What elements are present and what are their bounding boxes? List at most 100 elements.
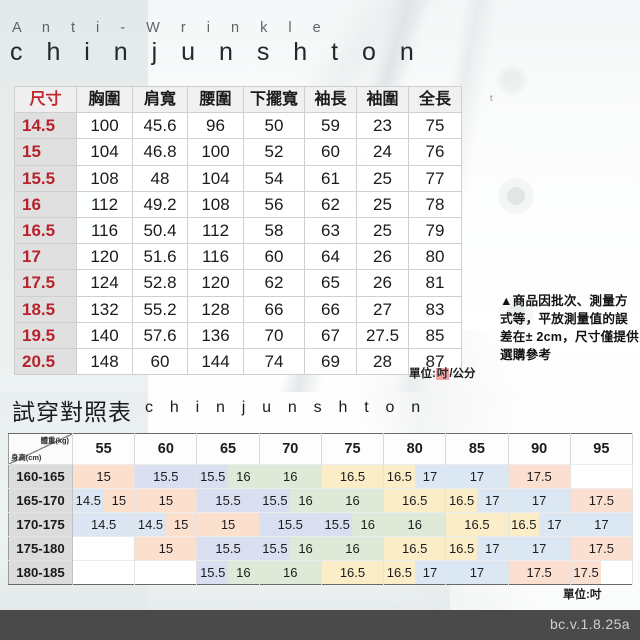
- spec-value-cell: 83: [408, 295, 462, 323]
- fit-cell-split: 15.5: [197, 489, 259, 512]
- fit-weight-header: 65: [196, 433, 260, 465]
- fit-size-cell: 17.5: [570, 488, 633, 513]
- spec-value-cell: 108: [187, 190, 244, 218]
- fit-size-value: 16: [259, 561, 321, 584]
- spec-size-cell: 16: [14, 190, 77, 218]
- spec-value-cell: 26: [356, 269, 409, 297]
- fit-section-brand: c h i n j u n s h t o n: [145, 399, 427, 416]
- fit-size-value: [601, 561, 632, 584]
- fit-weight-header: 75: [321, 433, 385, 465]
- fit-size-value: 17: [508, 537, 570, 560]
- spec-header-size: 尺寸: [14, 85, 77, 114]
- spec-value-cell: 60: [243, 243, 305, 271]
- fit-size-value: [73, 537, 135, 560]
- fit-cell-split: 17.5: [508, 465, 570, 488]
- fit-size-value: 16.5: [508, 513, 540, 536]
- table-row: 18.5 132 55.2 128 66 66 27 83: [14, 295, 462, 323]
- spec-value-cell: 50.4: [132, 216, 188, 245]
- fit-size-value: 17: [476, 489, 508, 512]
- fit-size-value: 16: [352, 513, 384, 536]
- fit-size-value: 15: [165, 513, 197, 536]
- spec-value-cell: 60: [132, 347, 188, 376]
- height-axis-label: 身高(cm): [11, 453, 42, 462]
- spec-value-cell: 52: [243, 138, 305, 166]
- fit-size-cell: 14.5: [72, 512, 136, 537]
- fit-cell-split: 17.5: [570, 489, 632, 512]
- fit-size-cell: 15.5 16: [196, 560, 260, 585]
- fit-weight-header: 95: [570, 433, 633, 465]
- spec-value-cell: 116: [76, 216, 133, 245]
- fit-weight-header: 85: [445, 433, 509, 465]
- fit-cell-split: 17: [508, 489, 570, 512]
- spec-size-cell: 17: [14, 243, 77, 271]
- fit-size-value: 15.5: [321, 513, 353, 536]
- fit-size-value: 17.5: [570, 537, 632, 560]
- fit-cell-split: 16.5 17: [384, 561, 446, 584]
- spec-value-cell: 77: [408, 164, 462, 192]
- spec-value-cell: 104: [187, 164, 244, 192]
- fit-cell-split: 15: [73, 465, 135, 488]
- spec-value-cell: 112: [76, 190, 133, 218]
- fit-size-value: 15: [135, 489, 197, 512]
- spec-size-cell: 17.5: [14, 269, 77, 297]
- fit-size-cell: [134, 560, 198, 585]
- fit-size-value: 17: [508, 489, 570, 512]
- spec-value-cell: 74: [243, 347, 305, 376]
- fit-size-value: 15.5: [135, 465, 197, 488]
- fit-cell-split: [73, 561, 135, 584]
- fit-size-value: 15: [197, 513, 259, 536]
- fit-cell-split: 14.5: [73, 513, 135, 536]
- fit-size-value: 17: [539, 513, 570, 536]
- spec-value-cell: 45.6: [132, 112, 188, 140]
- spec-header-sleeve-girth: 袖圍: [356, 85, 409, 114]
- fit-size-value: 16.5: [446, 513, 508, 536]
- fit-cell-split: 17: [446, 561, 508, 584]
- fit-size-cell: 15: [72, 464, 136, 489]
- fit-size-value: 16: [321, 489, 384, 512]
- fit-size-cell: 16: [383, 512, 447, 537]
- fit-size-cell: [72, 536, 136, 561]
- fit-size-cell: 15.5 16: [259, 488, 322, 513]
- spec-value-cell: 27.5: [356, 321, 409, 349]
- spec-value-cell: 67: [304, 321, 357, 349]
- table-row: 15 104 46.8 100 52 60 24 76: [14, 138, 462, 166]
- fit-size-cell: 15.5: [259, 512, 322, 537]
- fit-size-value: 16: [290, 489, 321, 512]
- fit-height-rowheader: 170-175: [8, 512, 73, 537]
- table-row: 20.5 148 60 144 74 69 28 87: [14, 347, 462, 376]
- spec-unit-prefix: 單位:: [409, 368, 436, 380]
- fit-size-cell: 16: [321, 536, 385, 561]
- fit-size-cell: 16.5 17: [383, 464, 447, 489]
- spec-value-cell: 48: [132, 164, 188, 192]
- fit-size-value: 16: [259, 465, 321, 488]
- fit-cell-split: 16: [259, 561, 321, 584]
- fit-size-cell: 17: [445, 560, 509, 585]
- fit-size-cell: 15.5 16: [259, 536, 322, 561]
- fit-size-cell: 14.5 15: [134, 512, 198, 537]
- spec-value-cell: 55.2: [132, 295, 188, 323]
- spec-unit-inch-highlight: 吋: [435, 368, 450, 380]
- spec-value-cell: 87: [408, 347, 462, 376]
- fit-table-corner-cell: 體重(kg) 身高(cm): [8, 433, 73, 465]
- fit-cell-split: 16.5 17: [446, 489, 508, 512]
- fit-cell-split: 14.5 15: [135, 513, 197, 536]
- footer-bar: bc.v.1.8.25a: [0, 610, 640, 640]
- spec-value-cell: 49.2: [132, 190, 188, 218]
- fit-size-value: 15.5: [197, 489, 259, 512]
- fit-cell-split: 15: [197, 513, 259, 536]
- fit-cell-split: 15: [135, 537, 197, 560]
- weight-axis-label: 體重(kg): [40, 436, 69, 445]
- table-row: 14.5 100 45.6 96 50 59 23 75: [14, 112, 462, 140]
- fit-size-cell: 14.5 15: [72, 488, 136, 513]
- fit-size-value: 16: [290, 537, 321, 560]
- fit-weight-header: 55: [72, 433, 136, 465]
- fit-size-cell: 16: [259, 560, 322, 585]
- spec-value-cell: 120: [76, 243, 133, 271]
- fit-height-rowheader: 175-180: [8, 536, 73, 561]
- fit-cell-split: 15.5 16: [259, 489, 321, 512]
- spec-value-cell: 66: [304, 295, 357, 323]
- spec-value-cell: 66: [243, 295, 305, 323]
- fit-cell-split: 17.5: [508, 561, 570, 584]
- spec-size-cell: 18.5: [14, 295, 77, 323]
- stray-character: t: [490, 93, 493, 103]
